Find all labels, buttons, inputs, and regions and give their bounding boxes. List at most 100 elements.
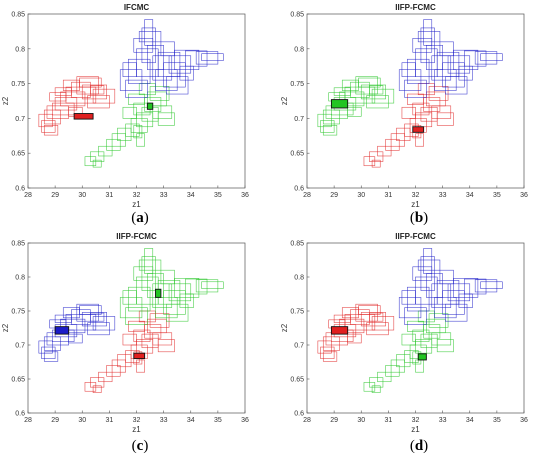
chart-title: IIFP-FCMC bbox=[395, 3, 436, 12]
interval-box bbox=[76, 303, 99, 322]
cluster-prototype-box bbox=[412, 126, 425, 133]
interval-box bbox=[128, 286, 151, 312]
interval-box bbox=[122, 333, 137, 346]
x-tick-label: 29 bbox=[330, 417, 338, 424]
interval-box bbox=[347, 333, 362, 344]
x-axis-label: z1 bbox=[411, 200, 420, 209]
interval-box bbox=[166, 303, 189, 322]
interval-box bbox=[355, 303, 378, 322]
interval-box bbox=[445, 303, 468, 322]
x-tick-label: 28 bbox=[303, 192, 311, 199]
y-tick-label: 0.85 bbox=[290, 12, 304, 19]
cluster-blue bbox=[398, 248, 503, 325]
interval-box bbox=[369, 312, 384, 322]
y-axis-label: z2 bbox=[1, 96, 10, 105]
cluster-prototype-box bbox=[133, 352, 146, 360]
interval-box bbox=[453, 278, 479, 298]
interval-box bbox=[474, 279, 498, 293]
interval-box bbox=[49, 92, 67, 102]
x-tick-label: 33 bbox=[439, 192, 447, 199]
x-tick-label: 29 bbox=[51, 192, 59, 199]
interval-box bbox=[385, 138, 400, 151]
y-tick-label: 0.65 bbox=[11, 377, 25, 384]
x-tick-label: 29 bbox=[330, 192, 338, 199]
interval-box bbox=[390, 359, 405, 373]
x-tick-label: 34 bbox=[187, 192, 195, 199]
cluster-blue bbox=[398, 19, 503, 98]
interval-box bbox=[431, 332, 452, 346]
x-tick-label: 28 bbox=[24, 417, 32, 424]
interval-box bbox=[98, 145, 113, 157]
y-tick-label: 0.8 bbox=[15, 275, 25, 282]
y-tick-label: 0.8 bbox=[294, 275, 304, 282]
x-tick-label: 30 bbox=[78, 417, 86, 424]
interval-box bbox=[322, 351, 338, 362]
interval-box bbox=[428, 86, 449, 101]
y-tick-label: 0.65 bbox=[290, 377, 304, 384]
interval-box bbox=[401, 290, 416, 305]
interval-box bbox=[453, 49, 479, 70]
interval-box bbox=[179, 65, 194, 81]
y-tick-label: 0.75 bbox=[290, 309, 304, 316]
x-tick-label: 36 bbox=[241, 417, 249, 424]
interval-box bbox=[81, 84, 107, 100]
interval-box bbox=[407, 286, 430, 312]
interval-box bbox=[385, 365, 400, 377]
interval-box bbox=[52, 102, 75, 116]
interval-box bbox=[92, 385, 102, 393]
interval-box bbox=[412, 266, 433, 281]
y-tick-label: 0.7 bbox=[15, 116, 25, 123]
interval-box bbox=[458, 293, 473, 308]
y-tick-label: 0.6 bbox=[294, 411, 304, 418]
cluster-prototype-box bbox=[330, 326, 349, 335]
y-tick-label: 0.7 bbox=[15, 343, 25, 350]
cluster-prototype-box bbox=[54, 326, 70, 335]
interval-box bbox=[428, 313, 449, 328]
interval-box bbox=[90, 377, 105, 388]
interval-box bbox=[401, 62, 416, 77]
interval-box bbox=[122, 290, 137, 305]
interval-box bbox=[474, 51, 498, 65]
interval-box bbox=[439, 41, 454, 57]
x-tick-label: 32 bbox=[412, 192, 420, 199]
cluster-prototype-box bbox=[330, 99, 349, 109]
y-tick-label: 0.7 bbox=[294, 116, 304, 123]
interval-box bbox=[195, 51, 219, 65]
cluster-prototype-box bbox=[155, 288, 162, 298]
cluster-red bbox=[317, 303, 395, 362]
y-tick-label: 0.8 bbox=[294, 46, 304, 53]
interval-box bbox=[360, 312, 386, 327]
interval-box bbox=[445, 76, 468, 95]
interval-box bbox=[201, 53, 224, 61]
interval-box bbox=[138, 31, 162, 43]
interval-box bbox=[396, 127, 411, 141]
x-tick-label: 32 bbox=[412, 417, 420, 424]
interval-box bbox=[136, 112, 154, 128]
interval-box bbox=[117, 127, 132, 141]
y-tick-label: 0.75 bbox=[290, 81, 304, 88]
interval-box bbox=[369, 85, 384, 95]
cluster-green bbox=[84, 83, 175, 168]
interval-box bbox=[377, 371, 392, 383]
interval-box bbox=[415, 133, 424, 147]
interval-box bbox=[179, 293, 194, 308]
interval-box bbox=[458, 65, 473, 81]
y-tick-label: 0.65 bbox=[290, 151, 304, 158]
interval-box bbox=[43, 125, 59, 136]
y-tick-label: 0.85 bbox=[11, 12, 25, 19]
y-tick-label: 0.6 bbox=[15, 411, 25, 418]
interval-box bbox=[377, 145, 392, 157]
y-tick-label: 0.85 bbox=[11, 241, 25, 248]
cluster-red bbox=[84, 310, 175, 393]
cluster-prototype-box bbox=[146, 102, 154, 110]
interval-box bbox=[407, 320, 424, 332]
y-axis-label: z2 bbox=[280, 323, 289, 332]
cluster-prototype-box bbox=[73, 113, 94, 120]
y-axis-label: z2 bbox=[280, 96, 289, 105]
interval-box bbox=[415, 339, 433, 354]
interval-box bbox=[152, 332, 173, 346]
x-tick-label: 30 bbox=[357, 192, 365, 199]
interval-box bbox=[401, 333, 416, 346]
panel-caption: (c) bbox=[132, 438, 149, 454]
